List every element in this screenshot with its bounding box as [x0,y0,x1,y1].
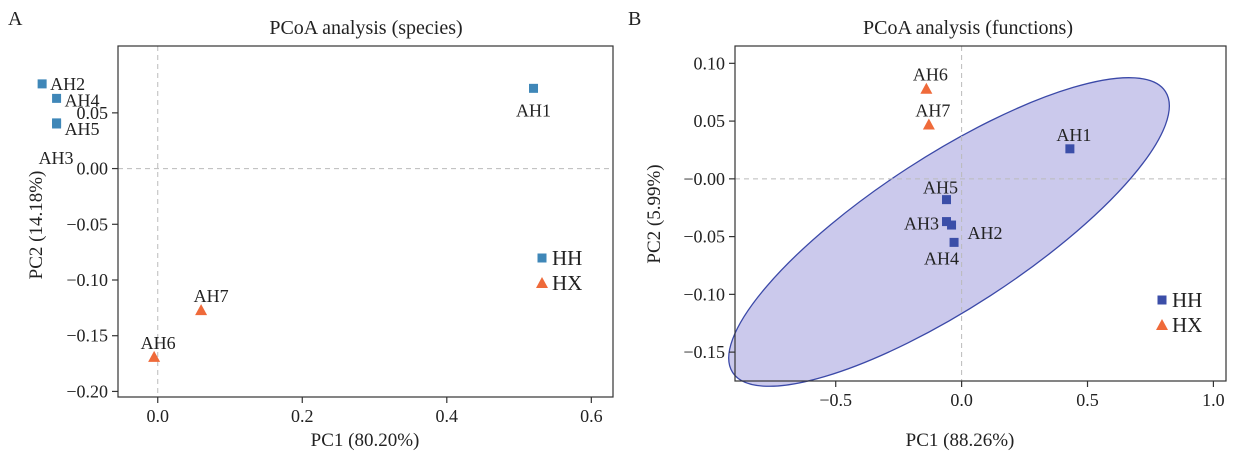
panel-a-y-tick-label: 0.05 [77,103,109,123]
panel-b-xlabel: PC1 (88.26%) [906,430,1015,451]
panel-b-point-label-ah2: AH2 [968,223,1003,243]
panel-b-point-ah5 [942,195,952,205]
panel-a-label: A [8,8,23,30]
panel-b-point-label-ah5: AH5 [923,178,958,198]
panel-a-point-label-ah1: AH1 [516,100,551,120]
panel-b-x-tick-label: 0.5 [1076,390,1099,410]
panel-b-y-tick-label: −0.00 [683,169,725,189]
panel-b-point-label-ah4: AH4 [924,248,959,268]
panel-b-point-ah7 [922,118,935,130]
panel-b-confidence-ellipse [728,77,1170,387]
panel-b-y-tick-label: 0.10 [694,53,726,73]
panel-a-point-ah2 [37,79,47,89]
panel-b-plot-frame [734,45,1227,382]
panel-a-point-label-ah6: AH6 [141,333,176,353]
panel-b-point-label-ah3: AH3 [904,214,939,234]
panel-a-y-tick-label: 0.00 [77,159,109,179]
panel-a-point-ah1 [529,83,539,93]
panel-b-x-tick-label: −0.5 [819,390,852,410]
panel-a-point-ah4 [52,93,62,103]
panel-b-point-ah4 [949,237,959,247]
panel-b-legend-marker-hh [1157,295,1167,305]
panel-b-point-label-ah6: AH6 [913,65,948,85]
panel-b-y-tick-label: −0.05 [683,227,725,247]
panel-b-point-label-ah7: AH7 [915,101,950,121]
panel-a-y-tick-label: −0.20 [66,381,108,401]
panel-b-y-tick-label: −0.15 [683,342,725,362]
panel-b-y-tick-label: −0.10 [683,284,725,304]
panel-b-point-label-ah1: AH1 [1056,125,1091,145]
panel-a-ylabel: PC2 (14.18%) [26,171,47,280]
panel-b-label: B [628,8,641,30]
panel-b-legend-label-hx: HX [1172,313,1202,337]
panel-b-point-ah6 [920,82,933,94]
panel-b-legend-marker-hx [1156,319,1168,330]
panel-a-y-tick-label: −0.10 [66,270,108,290]
panel-b-y-tick-label: 0.05 [694,111,726,131]
panel-a-legend-label-hx: HX [552,271,582,295]
panel-a-legend-marker-hh [537,253,547,263]
panel-a-point-ah7 [195,304,208,316]
panel-a-point-label-ah2: AH2 [50,74,85,94]
panel-a-point-ah6 [148,350,161,362]
panel-b: B PCoA analysis (functions) PC1 (88.26%)… [628,8,1227,451]
panel-b-x-tick-label: 0.0 [950,390,973,410]
panel-a-title: PCoA analysis (species) [269,17,462,39]
panel-a-y-tick-label: −0.05 [66,214,108,234]
panel-a-plot-frame [117,45,614,398]
panel-b-ylabel: PC2 (5.99%) [644,164,665,263]
panel-b-point-ah2 [947,220,957,230]
panel-a-point-label-ah3: AH3 [39,148,74,168]
panel-a-x-tick-label: 0.4 [436,406,459,426]
panel-a-point-ah3 [52,119,62,129]
panel-b-point-ah1 [1065,144,1075,154]
panel-a-x-tick-label: 0.2 [291,406,314,426]
panel-a-y-tick-label: −0.15 [66,326,108,346]
panel-b-x-tick-label: 1.0 [1202,390,1225,410]
panel-a-point-label-ah5: AH5 [65,119,100,139]
panel-a-x-tick-label: 0.6 [580,406,603,426]
panel-a-point-label-ah4: AH4 [65,90,100,110]
panel-a: A PCoA analysis (species) PC1 (80.20%) P… [8,8,614,451]
panel-a-legend-label-hh: HH [552,246,582,270]
panel-b-point-ah3 [942,217,952,227]
panel-a-xlabel: PC1 (80.20%) [311,430,420,451]
panel-a-legend-marker-hx [536,277,548,288]
panel-a-point-label-ah7: AH7 [194,286,229,306]
panel-b-legend-label-hh: HH [1172,288,1202,312]
panel-b-title: PCoA analysis (functions) [863,17,1073,39]
panel-a-x-tick-label: 0.0 [146,406,169,426]
